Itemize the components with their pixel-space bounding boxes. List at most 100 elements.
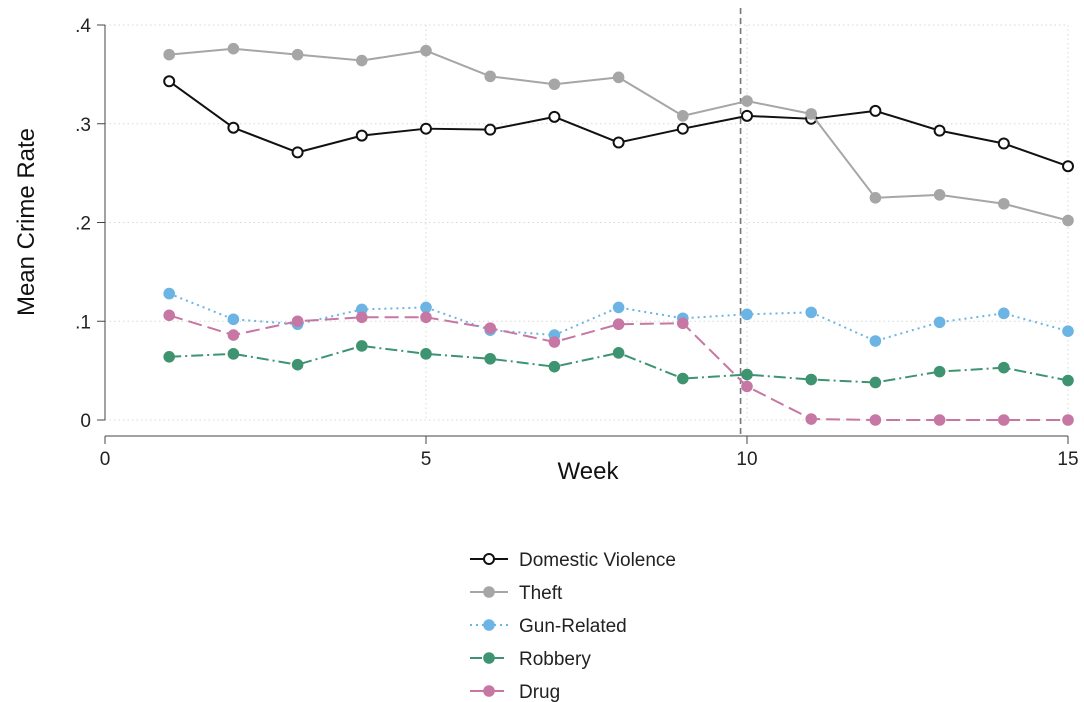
axis-layer: 0 .1 .2 .3 .4 0 5 10 15 xyxy=(75,16,1078,470)
data-point xyxy=(420,122,432,135)
data-point xyxy=(741,368,753,381)
data-point xyxy=(420,44,432,57)
data-point xyxy=(998,414,1010,426)
legend-label: Domestic Violence xyxy=(519,550,676,571)
data-point xyxy=(548,360,561,373)
legend-label: Gun-Related xyxy=(519,616,627,637)
legend-item: Robbery xyxy=(470,649,591,670)
data-point xyxy=(355,129,368,142)
data-point xyxy=(869,376,882,389)
data-point xyxy=(227,313,240,326)
data-point xyxy=(163,287,175,300)
data-point xyxy=(741,380,753,393)
data-point xyxy=(805,373,817,386)
data-point xyxy=(291,48,304,61)
x-tick-label: 5 xyxy=(421,449,432,470)
series-line xyxy=(168,314,1068,421)
data-point xyxy=(933,316,946,329)
data-point xyxy=(677,110,689,122)
data-point xyxy=(1062,414,1074,426)
y-tick-label: .3 xyxy=(75,115,91,136)
series-robbery xyxy=(163,340,1074,389)
data-point xyxy=(227,42,240,55)
legend-marker xyxy=(483,619,495,631)
legend-item: Drug xyxy=(470,682,560,702)
data-point xyxy=(163,351,175,363)
data-point xyxy=(227,121,240,134)
data-point xyxy=(291,146,304,159)
data-point xyxy=(420,348,432,360)
data-point xyxy=(548,110,561,123)
data-point xyxy=(933,414,946,426)
series-drug xyxy=(163,309,1074,426)
data-point xyxy=(998,307,1010,320)
data-point xyxy=(869,414,882,426)
data-point xyxy=(805,413,817,425)
data-point xyxy=(548,336,561,348)
data-point xyxy=(933,124,946,137)
legend-marker xyxy=(483,553,495,565)
data-point xyxy=(420,311,432,324)
data-point xyxy=(548,78,561,91)
x-tick-label: 10 xyxy=(736,449,757,470)
legend: Domestic Violence Theft Gun-Related Robbery… xyxy=(470,550,676,702)
data-point xyxy=(420,301,432,314)
data-point xyxy=(676,122,689,135)
legend-item: Theft xyxy=(470,583,563,604)
data-point xyxy=(741,308,753,321)
y-tick-label: .2 xyxy=(75,214,91,235)
data-point xyxy=(227,348,240,360)
data-point xyxy=(163,75,176,88)
data-point xyxy=(163,48,175,61)
data-point xyxy=(484,322,497,334)
data-point xyxy=(998,197,1010,210)
y-tick-label: 0 xyxy=(80,411,91,432)
data-point xyxy=(933,189,946,201)
x-tick-label: 15 xyxy=(1057,449,1078,470)
legend-label: Drug xyxy=(519,682,560,702)
data-point xyxy=(869,104,882,117)
data-point xyxy=(291,358,304,371)
data-point xyxy=(356,311,368,324)
series-line xyxy=(168,292,1069,342)
legend-item: Gun-Related xyxy=(470,616,627,637)
x-axis-title: Week xyxy=(558,458,620,485)
data-point xyxy=(356,340,368,352)
legend-item: Domestic Violence xyxy=(470,550,676,571)
y-tick-label: .1 xyxy=(75,312,91,333)
legend-label: Theft xyxy=(519,583,563,604)
series-layer xyxy=(163,42,1074,426)
legend-marker xyxy=(483,685,495,697)
data-point xyxy=(869,192,882,204)
y-tick-label: .4 xyxy=(75,16,91,37)
data-point xyxy=(805,306,817,319)
data-point xyxy=(484,70,497,83)
data-point xyxy=(356,54,368,67)
legend-label: Robbery xyxy=(519,649,591,670)
data-point xyxy=(805,108,817,120)
data-point xyxy=(998,361,1010,374)
data-point xyxy=(163,309,175,322)
data-point xyxy=(1062,160,1074,173)
data-point xyxy=(612,301,625,314)
data-point xyxy=(291,315,304,328)
series-theft xyxy=(163,42,1074,227)
data-point xyxy=(612,136,625,149)
series-domestic-violence xyxy=(163,75,1074,173)
data-point xyxy=(227,329,240,341)
data-point xyxy=(1062,214,1074,227)
data-point xyxy=(1062,374,1074,387)
legend-marker xyxy=(483,586,495,598)
data-point xyxy=(484,352,497,365)
data-point xyxy=(677,372,689,385)
data-point xyxy=(933,365,946,378)
data-point xyxy=(612,347,625,359)
data-point xyxy=(869,335,882,347)
x-tick-label: 0 xyxy=(100,449,111,470)
data-point xyxy=(677,317,689,330)
data-point xyxy=(1062,325,1074,337)
data-point xyxy=(484,123,497,136)
data-point xyxy=(997,137,1010,150)
